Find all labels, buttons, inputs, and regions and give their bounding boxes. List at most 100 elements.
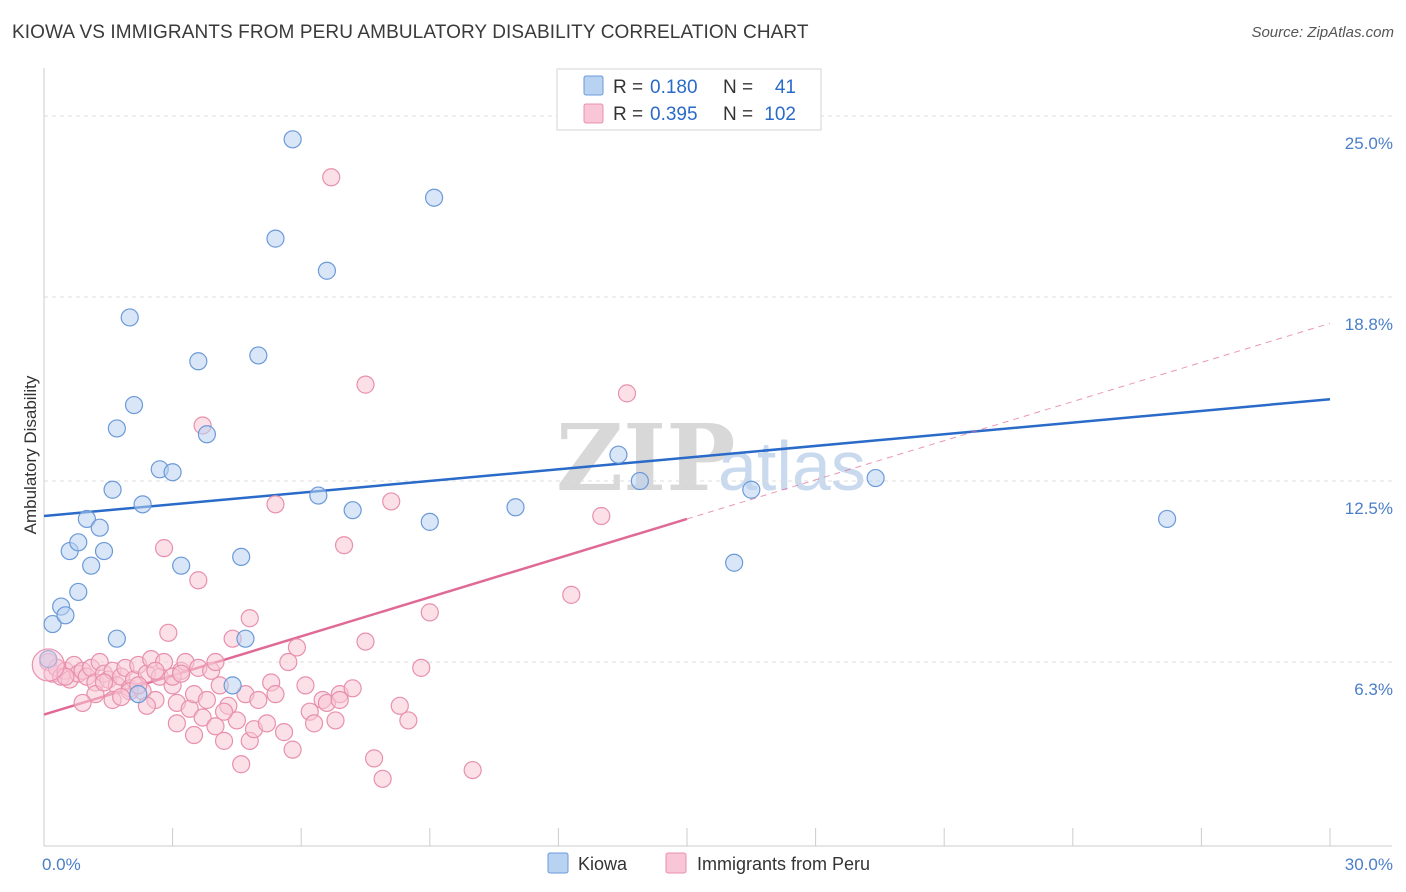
point-peru-75 <box>592 506 611 526</box>
grid <box>44 115 1392 663</box>
y-tick-label-1: 12.5% <box>1345 499 1393 518</box>
point-peru-68 <box>382 492 401 511</box>
point-peru-82 <box>189 571 208 590</box>
point-peru-100 <box>56 667 75 686</box>
point-peru-44 <box>227 711 246 730</box>
point-peru-71 <box>412 658 431 677</box>
point-peru-99 <box>94 673 114 692</box>
point-peru-37 <box>197 690 216 710</box>
point-kiowa-39 <box>129 685 148 704</box>
point-peru-63 <box>334 536 354 555</box>
point-kiowa-32 <box>506 498 525 517</box>
point-kiowa-30 <box>420 512 439 531</box>
legend-r-label-peru: R = <box>613 104 643 125</box>
point-kiowa-35 <box>725 553 744 572</box>
point-peru-41 <box>214 731 234 750</box>
point-peru-74 <box>562 585 581 604</box>
point-peru-91 <box>184 725 204 745</box>
point-peru-cluster <box>31 648 65 682</box>
watermark-zip: ZIP <box>556 404 735 512</box>
bottom-legend: Kiowa Immigrants from Peru <box>547 852 870 874</box>
point-peru-52 <box>266 685 285 704</box>
trendline-peru-extension <box>686 322 1331 520</box>
point-peru-56 <box>287 638 307 657</box>
point-kiowa-0 <box>39 650 58 669</box>
point-kiowa-7 <box>77 509 96 529</box>
point-peru-83 <box>206 652 225 672</box>
point-peru-96 <box>112 687 131 707</box>
point-kiowa-34 <box>630 471 649 491</box>
point-peru-86 <box>73 693 92 713</box>
point-kiowa-16 <box>133 495 152 514</box>
y-axis-label: Ambulatory Disability <box>21 375 40 534</box>
y-tick-label-3: 25.0% <box>1345 134 1393 153</box>
point-peru-92 <box>214 702 234 721</box>
point-peru-53 <box>274 723 294 742</box>
point-kiowa-28 <box>317 261 337 280</box>
trendline-peru <box>43 517 688 716</box>
point-peru-101 <box>172 664 191 683</box>
point-kiowa-18 <box>163 463 182 482</box>
point-kiowa-24 <box>249 346 268 365</box>
point-peru-67 <box>373 769 392 788</box>
point-kiowa-15 <box>124 395 144 415</box>
chart-title: KIOWA VS IMMIGRANTS FROM PERU AMBULATORY… <box>12 22 809 43</box>
legend-n-value-kiowa: 41 <box>775 77 796 98</box>
legend-swatch-kiowa <box>583 75 604 96</box>
point-kiowa-1 <box>43 614 62 634</box>
point-kiowa-40 <box>223 676 242 695</box>
point-kiowa-31 <box>424 188 444 207</box>
axes <box>43 68 1392 847</box>
tick-labels: 6.3% 12.5% 18.8% 25.0% 0.0% 30.0% <box>42 134 1393 874</box>
point-peru-66 <box>364 749 384 768</box>
point-peru-81 <box>154 539 174 558</box>
watermark: ZIP atlas <box>556 404 866 512</box>
point-kiowa-21 <box>197 425 216 444</box>
bottom-legend-label-peru: Immigrants from Peru <box>697 854 870 874</box>
point-peru-64 <box>343 679 362 698</box>
point-kiowa-8 <box>82 556 101 575</box>
legend-r-label-kiowa: R = <box>613 77 643 98</box>
point-peru-94 <box>296 676 315 695</box>
point-kiowa-6 <box>69 533 88 552</box>
point-peru-77 <box>356 375 375 394</box>
bottom-legend-swatch-kiowa <box>547 852 569 874</box>
point-peru-78 <box>322 168 341 187</box>
legend-n-label-kiowa: N = <box>723 77 753 98</box>
point-kiowa-26 <box>283 130 302 149</box>
point-peru-58 <box>304 714 324 733</box>
point-peru-50 <box>257 714 277 733</box>
point-peru-39 <box>206 717 225 736</box>
y-tick-label-2: 18.8% <box>1345 315 1393 334</box>
point-peru-65 <box>356 632 375 651</box>
trendlines <box>43 322 1331 716</box>
watermark-atlas: atlas <box>718 427 866 505</box>
point-kiowa-37 <box>866 468 885 488</box>
point-kiowa-33 <box>609 445 628 464</box>
point-peru-49 <box>249 690 268 710</box>
x-tick-label-1: 30.0% <box>1345 855 1393 874</box>
bottom-legend-swatch-peru <box>665 852 687 874</box>
point-peru-90 <box>167 714 186 733</box>
point-kiowa-20 <box>189 352 208 371</box>
point-peru-55 <box>283 740 302 759</box>
point-peru-98 <box>146 661 165 680</box>
point-peru-73 <box>463 760 482 780</box>
point-kiowa-9 <box>90 518 109 537</box>
point-kiowa-22 <box>232 547 251 567</box>
point-kiowa-38 <box>1158 509 1177 529</box>
point-kiowa-29 <box>343 501 362 520</box>
point-kiowa-14 <box>120 308 139 327</box>
point-kiowa-10 <box>94 541 114 561</box>
point-peru-76 <box>617 384 637 403</box>
point-kiowa-19 <box>172 556 191 575</box>
point-peru-95 <box>330 690 349 710</box>
point-kiowa-13 <box>107 419 126 438</box>
legend-swatch-peru <box>583 103 604 124</box>
point-kiowa-11 <box>103 480 122 499</box>
x-tick-label-0: 0.0% <box>42 855 81 874</box>
point-kiowa-25 <box>266 229 285 248</box>
source-credit: Source: ZipAtlas.com <box>1251 24 1394 41</box>
point-peru-28 <box>159 623 178 642</box>
point-peru-45 <box>232 755 251 774</box>
